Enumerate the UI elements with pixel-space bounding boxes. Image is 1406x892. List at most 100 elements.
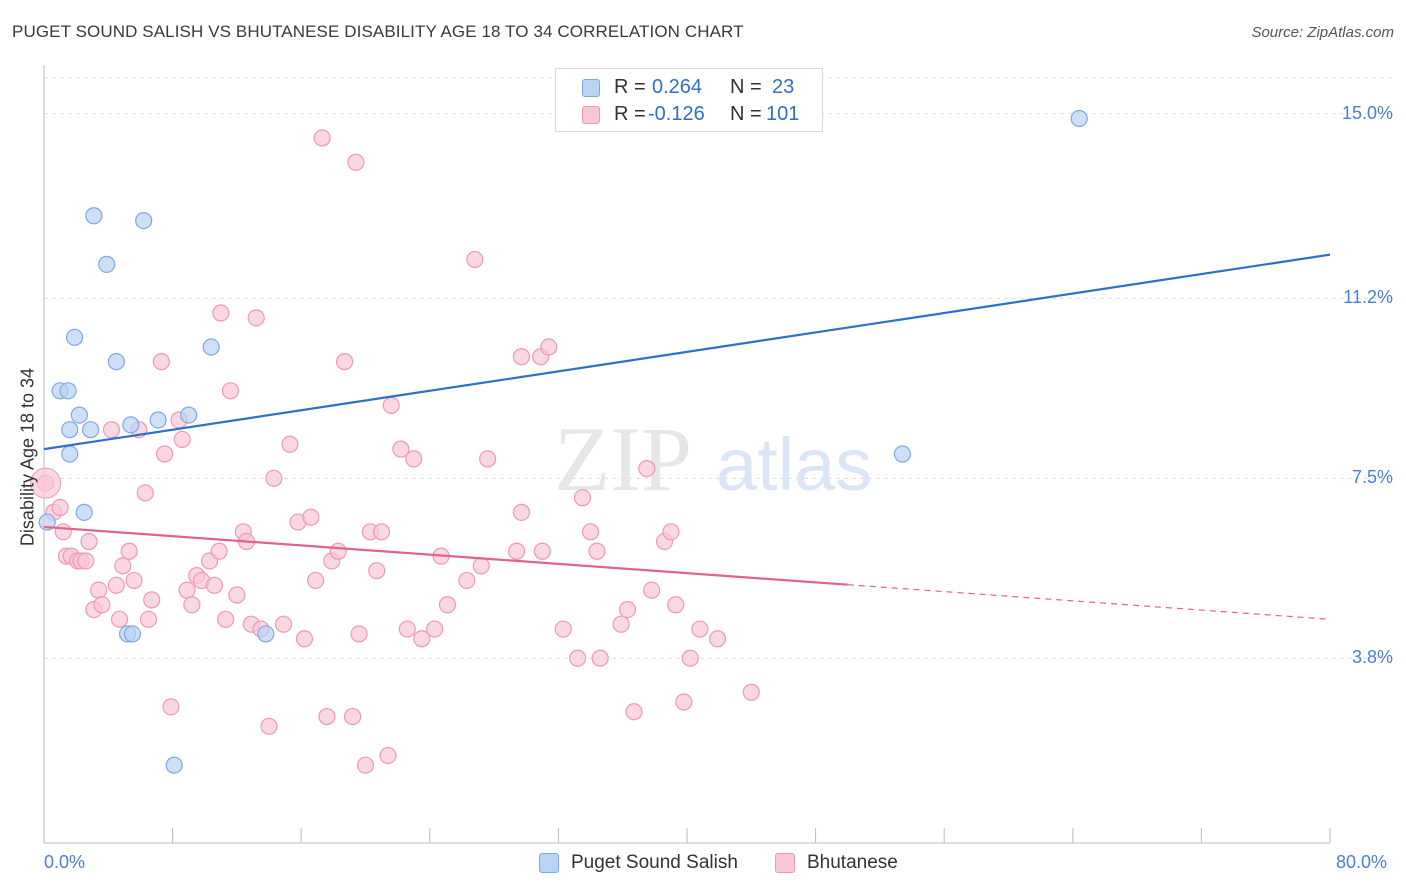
puget-point <box>70 406 88 424</box>
bhutanese-point <box>102 421 121 439</box>
legend-r-label: R = <box>614 76 646 98</box>
bhutanese-point <box>183 596 201 614</box>
puget-point <box>180 406 198 424</box>
bhutanese-point <box>347 153 365 171</box>
bhutanese-point <box>120 542 138 560</box>
bhutanese-point <box>508 542 526 560</box>
trend-lines <box>43 253 1331 620</box>
bhutanese-point <box>398 620 416 638</box>
bhutanese-point <box>681 649 699 667</box>
bhutanese-point <box>205 576 223 594</box>
legend-item-label: Bhutanese <box>807 852 898 873</box>
bhutanese-point <box>379 746 397 765</box>
bhutanese-point <box>405 450 423 468</box>
bhutanese-point <box>554 620 572 638</box>
bhutanese-point <box>136 484 154 502</box>
y-tick-label: 7.5% <box>1351 467 1393 488</box>
bhutanese-point <box>54 523 72 541</box>
bhutanese-point <box>336 353 354 371</box>
bhutanese-point <box>368 562 386 580</box>
bhutanese-point <box>691 620 709 638</box>
bhutanese-point <box>612 615 630 633</box>
source-label: Source: ZipAtlas.com <box>1251 24 1394 41</box>
puget-point <box>122 416 140 434</box>
bhutanese-point <box>426 620 444 638</box>
bhutanese-point <box>114 557 132 575</box>
bhutanese-point <box>643 581 661 599</box>
puget-point <box>257 625 275 643</box>
bhutanese-point <box>540 338 558 356</box>
legend-n-label: N = <box>730 103 762 125</box>
bhutanese-point <box>742 683 760 701</box>
bhutanese-point <box>472 557 490 575</box>
bhutanese-point <box>80 532 98 551</box>
bhutanese-point <box>162 698 180 716</box>
bhutanese-point <box>125 571 143 590</box>
bhutanese-point <box>569 649 587 667</box>
bhutanese-point <box>512 348 531 366</box>
grid-lines <box>44 77 1392 659</box>
puget-point <box>61 445 79 463</box>
correlation-legend: R = 0.264 N = 23 R = -0.126 N = 101 <box>555 68 823 132</box>
watermark-atlas: atlas <box>716 423 872 506</box>
y-axis-label: Disability Age 18 to 34 <box>17 367 38 547</box>
puget-point <box>135 212 153 230</box>
bhutanese-point <box>413 630 431 648</box>
legend-n-value: 101 <box>766 103 800 125</box>
bhutanese-point <box>139 610 158 628</box>
watermark: ZIP atlas <box>554 408 872 510</box>
bhutanese-trend-line-extension <box>847 584 1331 620</box>
axes <box>43 65 1331 844</box>
bhutanese-point <box>625 703 643 721</box>
puget-point <box>202 338 220 356</box>
puget-point <box>107 353 125 371</box>
legend-n-value: 23 <box>772 76 795 98</box>
bhutanese-point <box>466 250 484 269</box>
bhutanese-point <box>212 304 230 322</box>
bhutanese-point <box>392 440 410 458</box>
bhutanese-point <box>438 596 457 614</box>
bhutanese-point <box>265 469 283 487</box>
puget-point <box>82 421 100 439</box>
bhutanese-point <box>533 542 551 560</box>
bhutanese-point <box>313 129 331 147</box>
y-tick-label: 15.0% <box>1341 102 1393 123</box>
bhutanese-point <box>295 630 314 648</box>
bhutanese-point <box>708 630 727 648</box>
bhutanese-point <box>591 649 609 667</box>
bhutanese-point <box>458 571 476 590</box>
legend-swatch-pink <box>582 106 600 124</box>
bhutanese-points <box>30 129 760 774</box>
bhutanese-point <box>675 693 693 711</box>
bhutanese-point <box>274 615 293 633</box>
bhutanese-point <box>350 625 368 643</box>
bhutanese-point <box>581 523 600 541</box>
legend-row-bhutanese: R = -0.126 N = 101 <box>556 100 822 128</box>
bhutanese-point <box>152 353 170 371</box>
bhutanese-point <box>217 610 235 628</box>
puget-point <box>61 421 79 439</box>
bhutanese-point <box>51 498 69 517</box>
puget-point <box>893 445 912 463</box>
bhutanese-point <box>638 459 656 478</box>
bhutanese-point <box>662 523 680 541</box>
legend-row-puget: R = 0.264 N = 23 <box>556 73 822 101</box>
bhutanese-point <box>356 756 375 774</box>
legend-r-label: R = <box>614 103 646 125</box>
bhutanese-point <box>302 508 320 526</box>
bhutanese-point <box>372 523 391 541</box>
bhutanese-point <box>512 503 531 521</box>
bhutanese-point <box>318 707 336 726</box>
legend-swatch-blue <box>582 79 600 97</box>
y-tick-label: 11.2% <box>1343 287 1393 308</box>
puget-point <box>85 207 103 225</box>
bhutanese-point <box>307 571 325 590</box>
series-legend: Puget Sound Salish Bhutanese <box>0 852 1406 878</box>
puget-sound-salish-points <box>38 109 1088 774</box>
bhutanese-point <box>77 552 95 570</box>
bhutanese-point-large <box>30 467 62 499</box>
bhutanese-point <box>221 382 240 400</box>
bhutanese-point <box>155 445 174 463</box>
bhutanese-point <box>344 707 362 726</box>
bhutanese-point <box>228 586 246 604</box>
